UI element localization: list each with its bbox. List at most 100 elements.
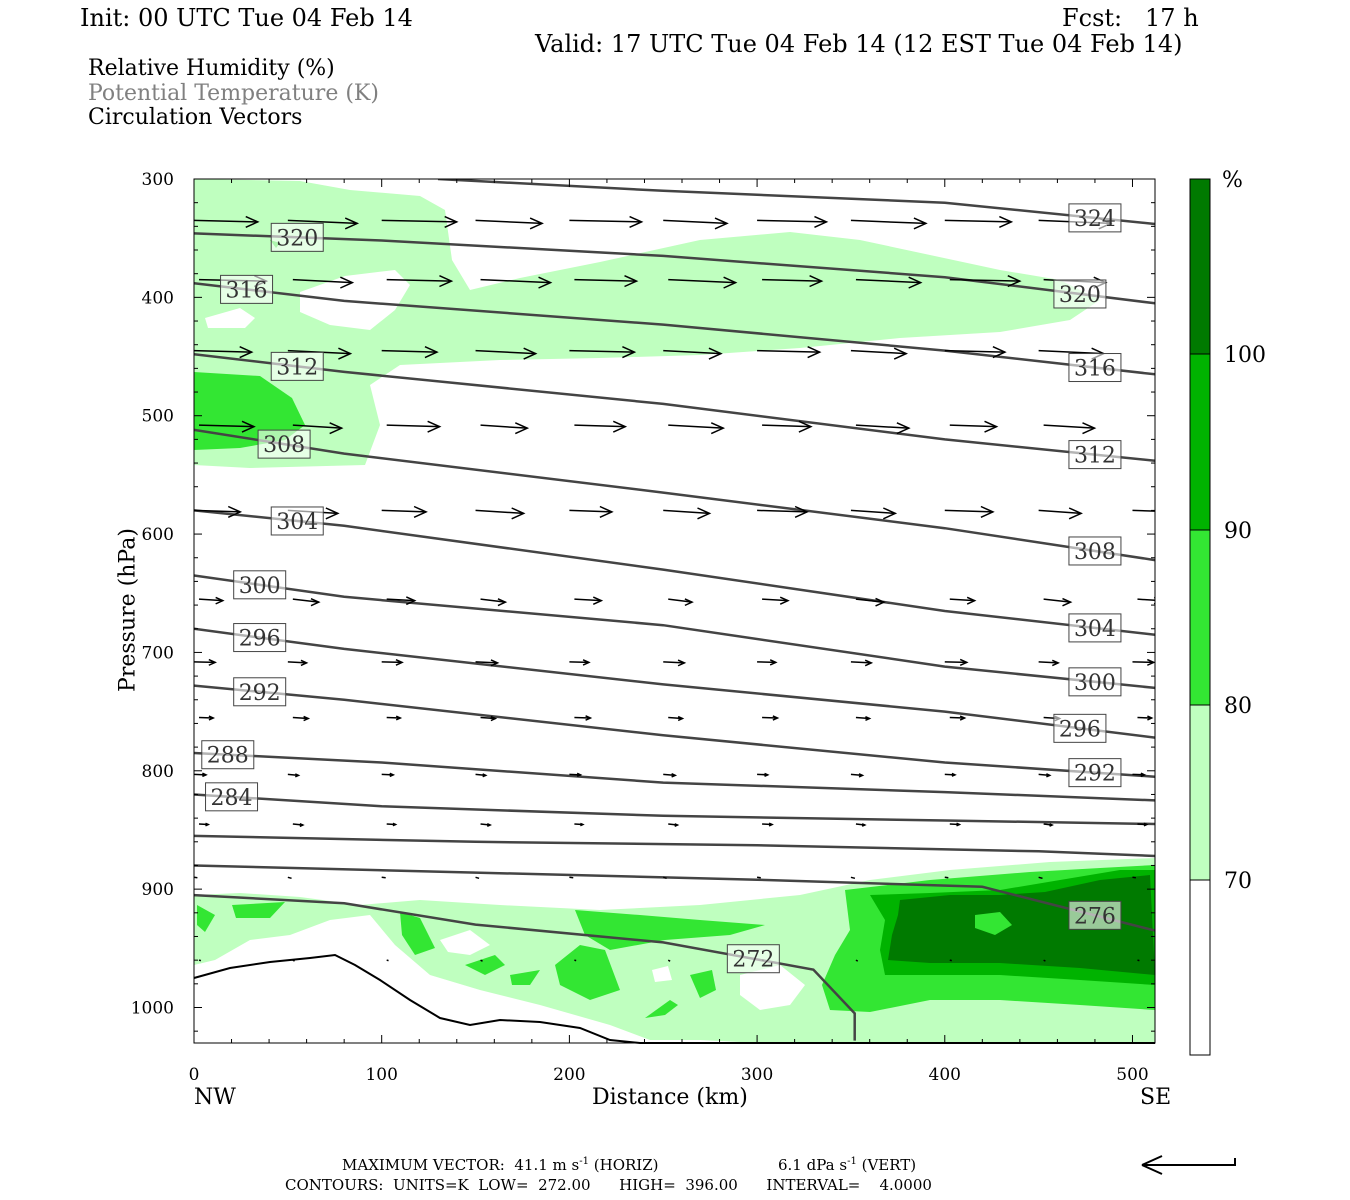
colorbar-segment xyxy=(1189,178,1211,355)
circulation-vector xyxy=(850,219,926,225)
contour-label: 284 xyxy=(211,786,253,811)
vector-head xyxy=(980,505,995,518)
vector-head xyxy=(294,773,301,778)
circulation-vector xyxy=(668,716,683,720)
vector-head xyxy=(511,507,526,520)
vector-head xyxy=(794,505,809,518)
rh-shading xyxy=(194,179,1155,1043)
theta-contours xyxy=(194,179,1155,1041)
circulation-vector xyxy=(944,876,949,879)
colorbar: 70 80 90 100 xyxy=(1189,178,1266,1056)
theta-contour-304 xyxy=(194,509,1155,636)
vector-head xyxy=(1140,772,1147,778)
contour-label: 308 xyxy=(1074,540,1116,565)
vector-head xyxy=(1068,507,1083,520)
contour-label-box xyxy=(1068,353,1122,383)
circulation-vector xyxy=(569,509,612,513)
circulation-vector xyxy=(381,661,403,664)
x-end-label-se: SE xyxy=(1140,1085,1172,1110)
theta-contour-276 xyxy=(194,864,1155,932)
vector-head xyxy=(671,773,678,778)
circulation-vector xyxy=(949,424,997,428)
valid-time: Valid: 17 UTC Tue 04 Feb 14 (12 EST Tue … xyxy=(535,30,1183,58)
vector-head xyxy=(1062,597,1073,607)
circulation-vector xyxy=(569,661,589,664)
reference-vector xyxy=(1141,1155,1236,1175)
contour-label-box xyxy=(1068,900,1122,930)
circulation-vector xyxy=(475,661,498,664)
contour-label-box xyxy=(270,506,324,536)
y-tick-label: 1000 xyxy=(131,998,174,1018)
vector-head xyxy=(215,596,225,605)
vector-head xyxy=(439,275,454,288)
init-time: Init: 00 UTC Tue 04 Feb 14 xyxy=(80,4,413,32)
vector-head xyxy=(580,822,585,827)
x-tick-label: 100 xyxy=(365,1065,397,1085)
vector-head xyxy=(861,823,867,827)
contour-label-box xyxy=(205,782,259,812)
circulation-vector xyxy=(855,424,909,429)
vector-head xyxy=(427,420,442,433)
vector-head xyxy=(538,276,553,289)
vector-head xyxy=(768,822,774,827)
vector-head xyxy=(413,505,428,518)
vector-head xyxy=(310,597,321,607)
circulation-vector xyxy=(569,876,574,879)
vector-head xyxy=(1007,275,1022,288)
vector-head xyxy=(629,215,644,229)
vector-head xyxy=(241,420,256,433)
contour-label: 320 xyxy=(1059,283,1101,308)
rh-dry-hole xyxy=(652,966,672,982)
vector-head xyxy=(984,420,999,433)
y-tick-label: 400 xyxy=(142,288,174,308)
vector-head xyxy=(893,347,909,360)
circulation-vector xyxy=(949,278,1020,282)
circulation-vector xyxy=(475,509,524,515)
colorbar-level-label: 70 xyxy=(1224,869,1252,894)
circulation-vector xyxy=(569,349,635,353)
circulation-vector xyxy=(386,716,401,719)
circulation-vector xyxy=(663,509,710,515)
vector-head xyxy=(227,505,243,518)
vector-head xyxy=(807,346,822,359)
vector-head xyxy=(1051,659,1060,667)
circulation-vector xyxy=(292,716,309,720)
contour-label: 296 xyxy=(1059,717,1101,742)
circulation-vector xyxy=(944,349,1005,353)
contour-label-box xyxy=(1053,713,1107,743)
vector-head xyxy=(999,215,1014,229)
vector-head xyxy=(599,505,614,518)
circulation-vector xyxy=(663,876,667,880)
terrain-line xyxy=(193,953,1155,1044)
circulation-vector xyxy=(663,219,728,225)
circulation-vector xyxy=(569,219,642,223)
contour-label-box xyxy=(270,351,324,381)
max-vector-vert: 6.1 dPa s-1 (VERT) xyxy=(778,1156,917,1174)
circulation-vector xyxy=(757,349,820,353)
forecast-hour: Fcst: 17 h xyxy=(1062,4,1199,32)
circulation-vector xyxy=(1132,876,1136,879)
vector-head xyxy=(208,658,218,666)
circulation-vector xyxy=(198,598,223,602)
circulation-vector xyxy=(757,661,776,664)
y-tick-label: 900 xyxy=(142,880,174,900)
circulation-vector xyxy=(762,598,789,602)
circulation-vector xyxy=(287,219,358,225)
x-axis-label: Distance (km) xyxy=(592,1085,748,1110)
x-tick-label: 0 xyxy=(189,1065,200,1085)
vector-head xyxy=(523,347,538,360)
contour-label-box xyxy=(1068,203,1122,233)
vector-head xyxy=(875,597,886,607)
circulation-vector xyxy=(292,598,319,603)
circulation-vector xyxy=(574,716,591,719)
rh-region-80 xyxy=(465,955,505,975)
contour-label-box xyxy=(233,623,287,653)
contour-label: 292 xyxy=(239,681,281,706)
vector-head xyxy=(514,422,530,435)
max-vector-info: MAXIMUM VECTOR: 41.1 m s-1 (HORIZ) xyxy=(342,1156,659,1174)
x-tick-label: 400 xyxy=(929,1065,961,1085)
circulation-vector xyxy=(1137,959,1140,962)
circulation-vector xyxy=(386,278,452,282)
circulation-vector xyxy=(1137,716,1152,719)
circulation-vector xyxy=(1043,424,1095,429)
